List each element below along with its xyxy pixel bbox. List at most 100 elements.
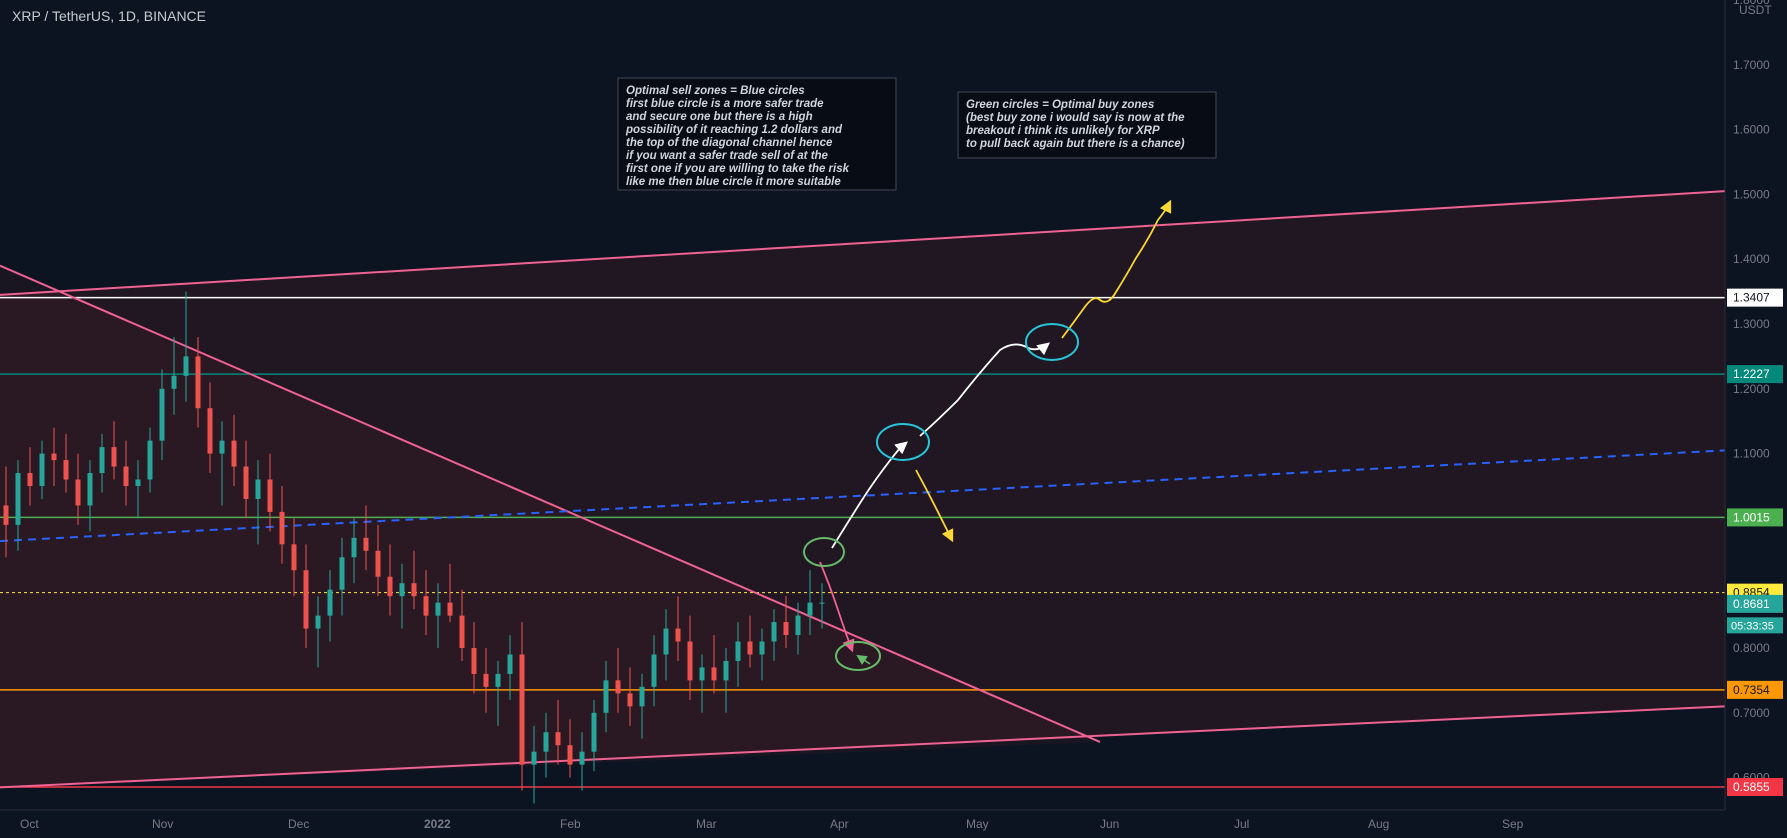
candle: [112, 447, 117, 466]
candle: [724, 661, 729, 680]
x-tick-label: Dec: [288, 817, 309, 831]
annotation-line: if you want a safer trade sell of at the: [626, 150, 829, 162]
price-tag-value: 0.5855: [1733, 780, 1770, 794]
candle: [796, 616, 801, 635]
candle: [604, 680, 609, 712]
candle: [748, 642, 753, 655]
y-tick-label: 1.5000: [1733, 187, 1770, 201]
countdown-text: 05:33:35: [1731, 620, 1774, 632]
candle: [328, 590, 333, 616]
annotation-line: first one if you are willing to take the…: [626, 163, 850, 175]
candle: [568, 745, 573, 764]
x-tick-label: Nov: [152, 817, 173, 831]
y-tick-label: 1.6000: [1733, 123, 1770, 137]
candle: [664, 629, 669, 655]
y-tick-label: 0.8000: [1733, 641, 1770, 655]
candle: [496, 674, 501, 687]
candle: [472, 648, 477, 674]
candle: [640, 687, 645, 706]
candle: [376, 551, 381, 577]
candle: [484, 674, 489, 687]
candle: [772, 622, 777, 641]
candle: [268, 480, 273, 512]
candle: [28, 473, 33, 486]
x-tick-label: Apr: [830, 817, 849, 831]
symbol-title: XRP / TetherUS, 1D, BINANCE: [12, 8, 206, 24]
annotation-line: the top of the diagonal channel hence: [626, 137, 833, 149]
quote-currency-label: USDT: [1739, 3, 1772, 17]
candle: [124, 467, 129, 486]
candle: [712, 667, 717, 680]
candle: [208, 408, 213, 453]
price-tag-value: 1.3407: [1733, 291, 1770, 305]
price-tag-value: 1.2227: [1733, 367, 1770, 381]
y-tick-label: 1.4000: [1733, 252, 1770, 266]
candle: [412, 583, 417, 596]
candle: [784, 622, 789, 635]
candle: [304, 570, 309, 628]
x-tick-label: Aug: [1368, 817, 1389, 831]
candle: [532, 752, 537, 765]
candle: [340, 557, 345, 589]
candle: [52, 454, 57, 460]
candle: [76, 480, 81, 506]
x-tick-label: Oct: [20, 817, 39, 831]
annotation-line: to pull back again but there is a chance…: [966, 138, 1185, 150]
x-tick-label: Jul: [1234, 817, 1249, 831]
annotation-line: breakout i think its unlikely for XRP: [966, 125, 1160, 137]
price-tag-value: 0.8681: [1733, 597, 1770, 611]
candle: [88, 473, 93, 505]
annotation-line: and secure one but there is a high: [626, 111, 813, 123]
candle: [256, 480, 261, 499]
x-tick-label: 2022: [424, 817, 451, 831]
candle: [820, 603, 825, 604]
candle: [460, 616, 465, 648]
candle: [40, 454, 45, 486]
annotation-line: Optimal sell zones = Blue circles: [626, 85, 805, 97]
candle: [628, 693, 633, 706]
x-tick-label: May: [966, 817, 989, 831]
candle: [64, 460, 69, 479]
chart-root: XRP / TetherUS, 1D, BINANCE Optimal sell…: [0, 0, 1787, 838]
chart-svg[interactable]: Optimal sell zones = Blue circlesfirst b…: [0, 0, 1787, 838]
candle: [556, 732, 561, 745]
y-tick-label: 0.7000: [1733, 706, 1770, 720]
candle: [736, 642, 741, 661]
candle: [652, 654, 657, 686]
annotation-line: possibility of it reaching 1.2 dollars a…: [625, 124, 843, 136]
x-tick-label: Sep: [1502, 817, 1524, 831]
candle: [100, 447, 105, 473]
candle: [592, 713, 597, 752]
y-tick-label: 1.2000: [1733, 382, 1770, 396]
candle: [352, 538, 357, 557]
annotation-line: like me then blue circle it more suitabl…: [626, 176, 841, 188]
candle: [616, 680, 621, 693]
y-tick-label: 1.7000: [1733, 58, 1770, 72]
candle: [136, 480, 141, 486]
candle: [388, 577, 393, 596]
candle: [448, 603, 453, 616]
candle: [700, 667, 705, 680]
candle: [184, 356, 189, 375]
candle: [196, 356, 201, 408]
annotation-line: first blue circle is a more safer trade: [626, 98, 824, 110]
candle: [424, 596, 429, 615]
x-tick-label: Feb: [560, 817, 581, 831]
candle: [292, 544, 297, 570]
candle: [280, 512, 285, 544]
candle: [400, 583, 405, 596]
candle: [316, 616, 321, 629]
x-tick-label: Jun: [1100, 817, 1119, 831]
candle: [436, 603, 441, 616]
price-tag-value: 1.0015: [1733, 510, 1770, 524]
annotation-line: (best buy zone i would say is now at the: [966, 112, 1185, 124]
candle: [148, 441, 153, 480]
candle: [544, 732, 549, 751]
annotation-line: Green circles = Optimal buy zones: [966, 99, 1154, 111]
y-tick-label: 1.1000: [1733, 447, 1770, 461]
candle: [508, 654, 513, 673]
y-tick-label: 1.3000: [1733, 317, 1770, 331]
candle: [688, 642, 693, 681]
candle: [220, 441, 225, 454]
candle: [520, 654, 525, 764]
